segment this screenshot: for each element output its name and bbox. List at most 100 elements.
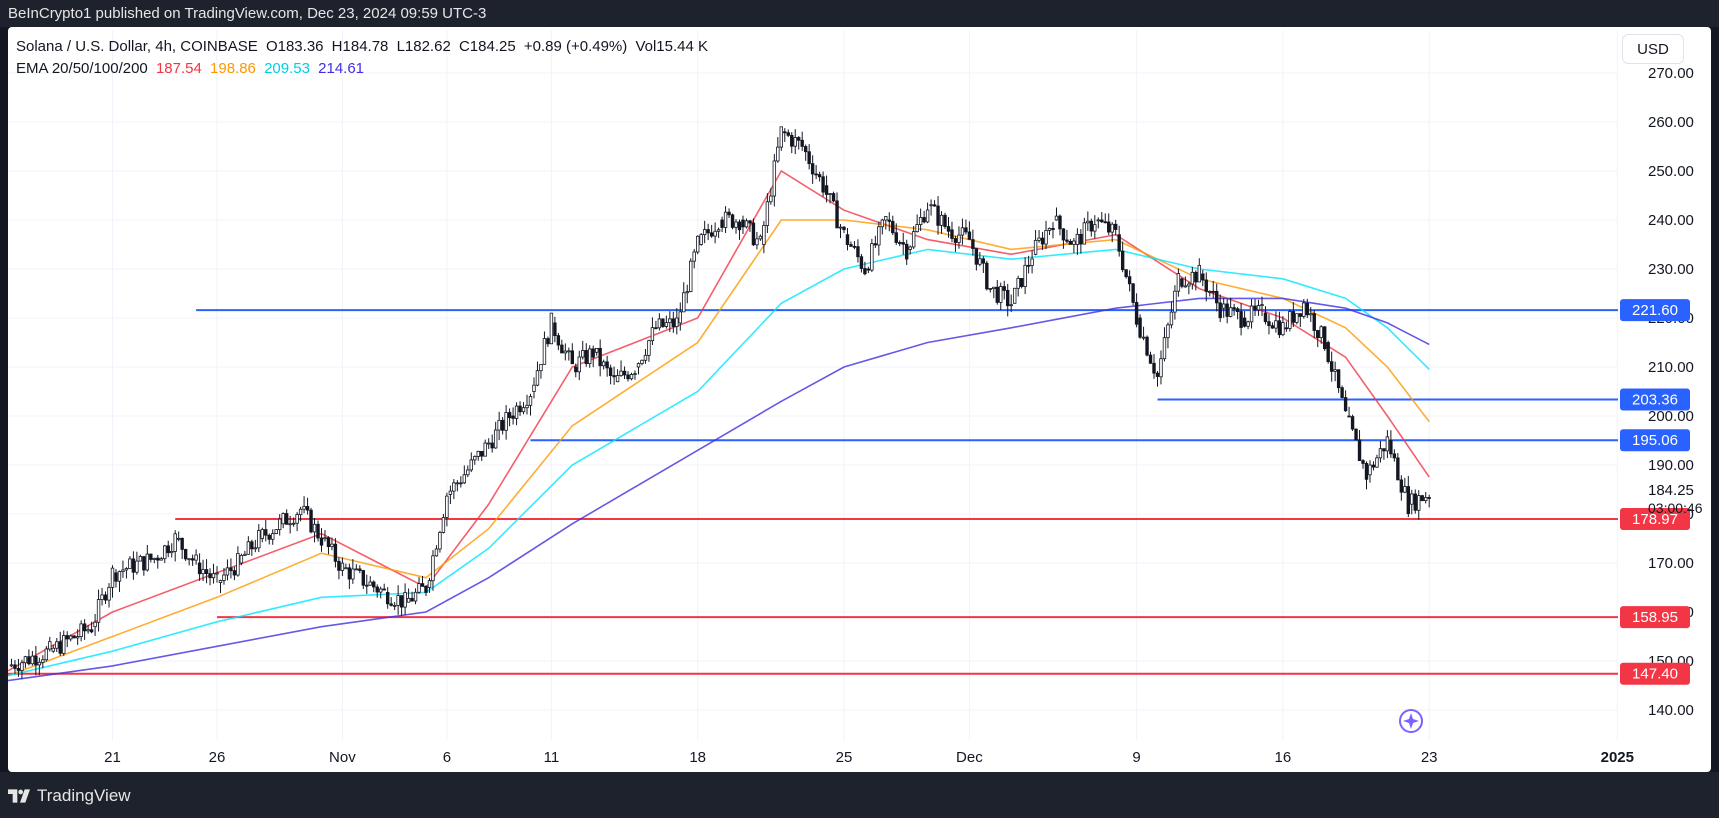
- candle-body: [1040, 237, 1045, 245]
- candle-body: [1340, 387, 1344, 398]
- candle-body: [490, 442, 494, 449]
- candle-body: [783, 131, 787, 134]
- candle-body: [891, 220, 895, 234]
- candle-body: [542, 338, 547, 365]
- ema50-value: 198.86: [210, 60, 256, 77]
- sparkle-icon[interactable]: [1399, 709, 1423, 733]
- candle-body: [37, 661, 42, 666]
- candle-body: [1316, 330, 1320, 339]
- candle-body: [1406, 486, 1410, 514]
- ohlc-close: C184.25: [458, 38, 516, 55]
- candle-body: [1072, 240, 1076, 245]
- candle-body: [898, 242, 902, 244]
- candle-body: [344, 567, 348, 570]
- candle-body: [493, 429, 498, 449]
- candle-body: [1176, 273, 1181, 292]
- candle-body: [925, 209, 930, 223]
- candle-body: [368, 581, 372, 586]
- publisher-bar: BeInCrypto1 published on TradingView.com…: [0, 0, 1719, 27]
- candle-body: [225, 567, 230, 576]
- tradingview-logo-icon: [8, 789, 30, 803]
- candle-body: [995, 286, 999, 303]
- currency-button[interactable]: USD: [1622, 34, 1684, 64]
- resistance-badge: 221.60: [1632, 302, 1678, 319]
- candle-body: [1263, 312, 1268, 323]
- candle-body: [1256, 305, 1261, 311]
- candle-body: [584, 350, 588, 364]
- candle-body: [1357, 439, 1362, 462]
- candle-body: [48, 641, 52, 650]
- candle-body: [100, 594, 104, 600]
- ema200-value: 214.61: [318, 60, 365, 77]
- tradingview-logo[interactable]: TradingView: [8, 786, 131, 806]
- ema-label[interactable]: EMA 20/50/100/200: [16, 60, 148, 77]
- candle-body: [462, 474, 467, 484]
- time-tick-label: 26: [209, 749, 226, 766]
- resistance-badge-bg: [1620, 429, 1690, 452]
- candles: [9, 126, 1431, 679]
- candle-body: [1012, 287, 1017, 304]
- candle-body: [264, 529, 268, 536]
- candle-body: [319, 537, 324, 546]
- candle-body: [135, 560, 139, 573]
- candle-body: [1225, 303, 1229, 317]
- symbol-title[interactable]: Solana / U.S. Dollar, 4h, COINBASE: [16, 38, 258, 55]
- candle-body: [567, 350, 571, 353]
- candle-body: [664, 322, 669, 327]
- candle-body: [1211, 290, 1215, 293]
- candle-body: [239, 555, 244, 564]
- symbol-legend: Solana / U.S. Dollar, 4h, COINBASE O183.…: [16, 38, 712, 55]
- candle-body: [1371, 464, 1376, 468]
- candle-body: [1382, 448, 1386, 452]
- candle-body: [103, 594, 108, 601]
- candle-body: [427, 580, 432, 588]
- candle-body: [514, 405, 519, 419]
- candle-body: [1086, 220, 1090, 224]
- candle-body: [1204, 279, 1208, 292]
- candle-body: [939, 214, 944, 226]
- candle-body: [842, 226, 846, 231]
- candle-body: [1323, 326, 1327, 350]
- resistance-badge-bg: [1620, 299, 1690, 322]
- candle-body: [1110, 223, 1114, 233]
- candle-body: [194, 554, 198, 561]
- candle-body: [1295, 313, 1299, 323]
- candle-body: [389, 603, 393, 606]
- candle-body: [365, 584, 369, 587]
- resistance-badge-bg: [1620, 388, 1690, 411]
- candle-body: [647, 340, 651, 356]
- candle-body: [1075, 233, 1080, 245]
- candle-body: [720, 219, 724, 228]
- candle-body: [1096, 219, 1100, 222]
- candle-body: [800, 139, 804, 147]
- candle-body: [1368, 464, 1372, 476]
- candle-body: [476, 450, 480, 457]
- candle-body: [748, 220, 752, 224]
- time-tick-label: 6: [443, 749, 451, 766]
- candle-body: [626, 374, 630, 380]
- candle-body: [75, 636, 80, 639]
- candle-body: [772, 160, 777, 197]
- price-tick-label: 250.00: [1648, 163, 1694, 180]
- candle-body: [905, 243, 909, 260]
- candle-body: [1044, 230, 1048, 245]
- ema-line: [7, 297, 1430, 682]
- candle-body: [1232, 307, 1236, 310]
- candle-body: [190, 558, 195, 561]
- candle-body: [1089, 220, 1094, 232]
- candle-body: [1023, 264, 1027, 287]
- candle-body: [608, 367, 613, 376]
- candle-body: [1333, 369, 1337, 372]
- candle-body: [1082, 222, 1087, 245]
- resistance-badge: 203.36: [1632, 392, 1678, 409]
- candle-body: [424, 585, 428, 593]
- candle-body: [243, 553, 247, 556]
- candle-body: [1235, 308, 1240, 312]
- time-tick-label: 16: [1275, 749, 1292, 766]
- candle-body: [640, 359, 644, 365]
- candle-body: [121, 569, 125, 572]
- candle-body: [957, 234, 961, 243]
- ema-legend: EMA 20/50/100/200 187.54 198.86 209.53 2…: [16, 60, 368, 77]
- price-tick-label: 140.00: [1648, 702, 1694, 719]
